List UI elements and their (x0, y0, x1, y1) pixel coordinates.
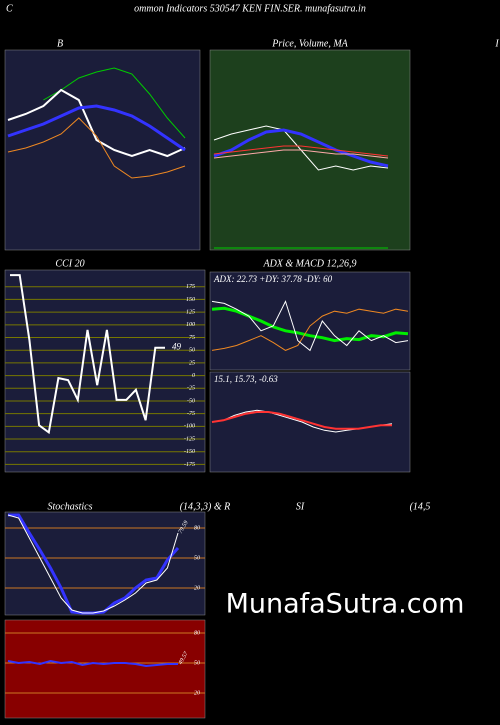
header-prefix: C (6, 3, 13, 14)
y-tick-label: 125 (186, 310, 195, 316)
panel (209, 49, 411, 251)
series-line (211, 306, 409, 343)
panel-title: CCI 20 (55, 258, 84, 269)
series-line (43, 67, 186, 139)
y-tick-label: 80 (194, 630, 200, 636)
panel (4, 269, 206, 473)
series-line (7, 514, 179, 614)
series-line (7, 117, 186, 179)
annotation: 15.1, 15.73, -0.63 (214, 374, 278, 384)
series-line (213, 145, 389, 157)
panel (4, 49, 201, 251)
panel-subtitle: (14,3,3) & R (180, 501, 231, 512)
y-tick-label: 50 (189, 348, 195, 354)
y-tick-label: 150 (186, 297, 195, 303)
y-tick-label: -75 (187, 411, 195, 417)
y-tick-label: -100 (184, 424, 195, 430)
series-line (10, 274, 165, 435)
y-tick-label: 0 (192, 373, 195, 379)
panel (4, 619, 206, 719)
y-tick-label: 50 (194, 660, 200, 666)
y-tick-label: 75 (189, 335, 195, 341)
series-line (211, 300, 409, 352)
y-tick-label: -150 (184, 449, 195, 455)
panel-subtitle: (14,5 (410, 501, 431, 512)
series-line (7, 104, 186, 152)
series-line (211, 308, 409, 351)
annotation: ADX: 22.73 +DY: 37.78 -DY: 60 (213, 274, 333, 284)
y-tick-label: -175 (184, 462, 195, 468)
series-line (211, 411, 392, 430)
panel-title: SI (296, 501, 305, 512)
header-title: ommon Indicators 530547 KEN FIN.SER. mun… (134, 3, 366, 14)
side-label: I (494, 38, 499, 49)
y-tick-label: -125 (184, 436, 195, 442)
value-label: 79.59 (178, 520, 190, 535)
panel-title: Stochastics (48, 501, 93, 512)
y-tick-label: 20 (194, 585, 200, 591)
y-tick-label: 80 (194, 525, 200, 531)
watermark: MunafaSutra.com (226, 589, 465, 620)
series-line (7, 659, 178, 668)
y-tick-label: -25 (187, 386, 195, 392)
y-tick-label: 25 (189, 360, 195, 366)
series-line (213, 149, 389, 159)
panel (4, 511, 206, 616)
y-tick-label: -50 (187, 398, 195, 404)
y-tick-label: 50 (194, 555, 200, 561)
series-line (7, 88, 186, 158)
panel-title: Price, Volume, MA (271, 38, 348, 49)
panel-title: B (57, 38, 63, 49)
series-line (213, 128, 389, 168)
y-tick-label: 175 (186, 284, 195, 290)
panel-title: ADX & MACD 12,26,9 (262, 258, 356, 269)
value-label: 49 (172, 342, 182, 352)
panel (209, 271, 411, 371)
y-tick-label: 100 (186, 322, 195, 328)
y-tick-label: 20 (194, 690, 200, 696)
